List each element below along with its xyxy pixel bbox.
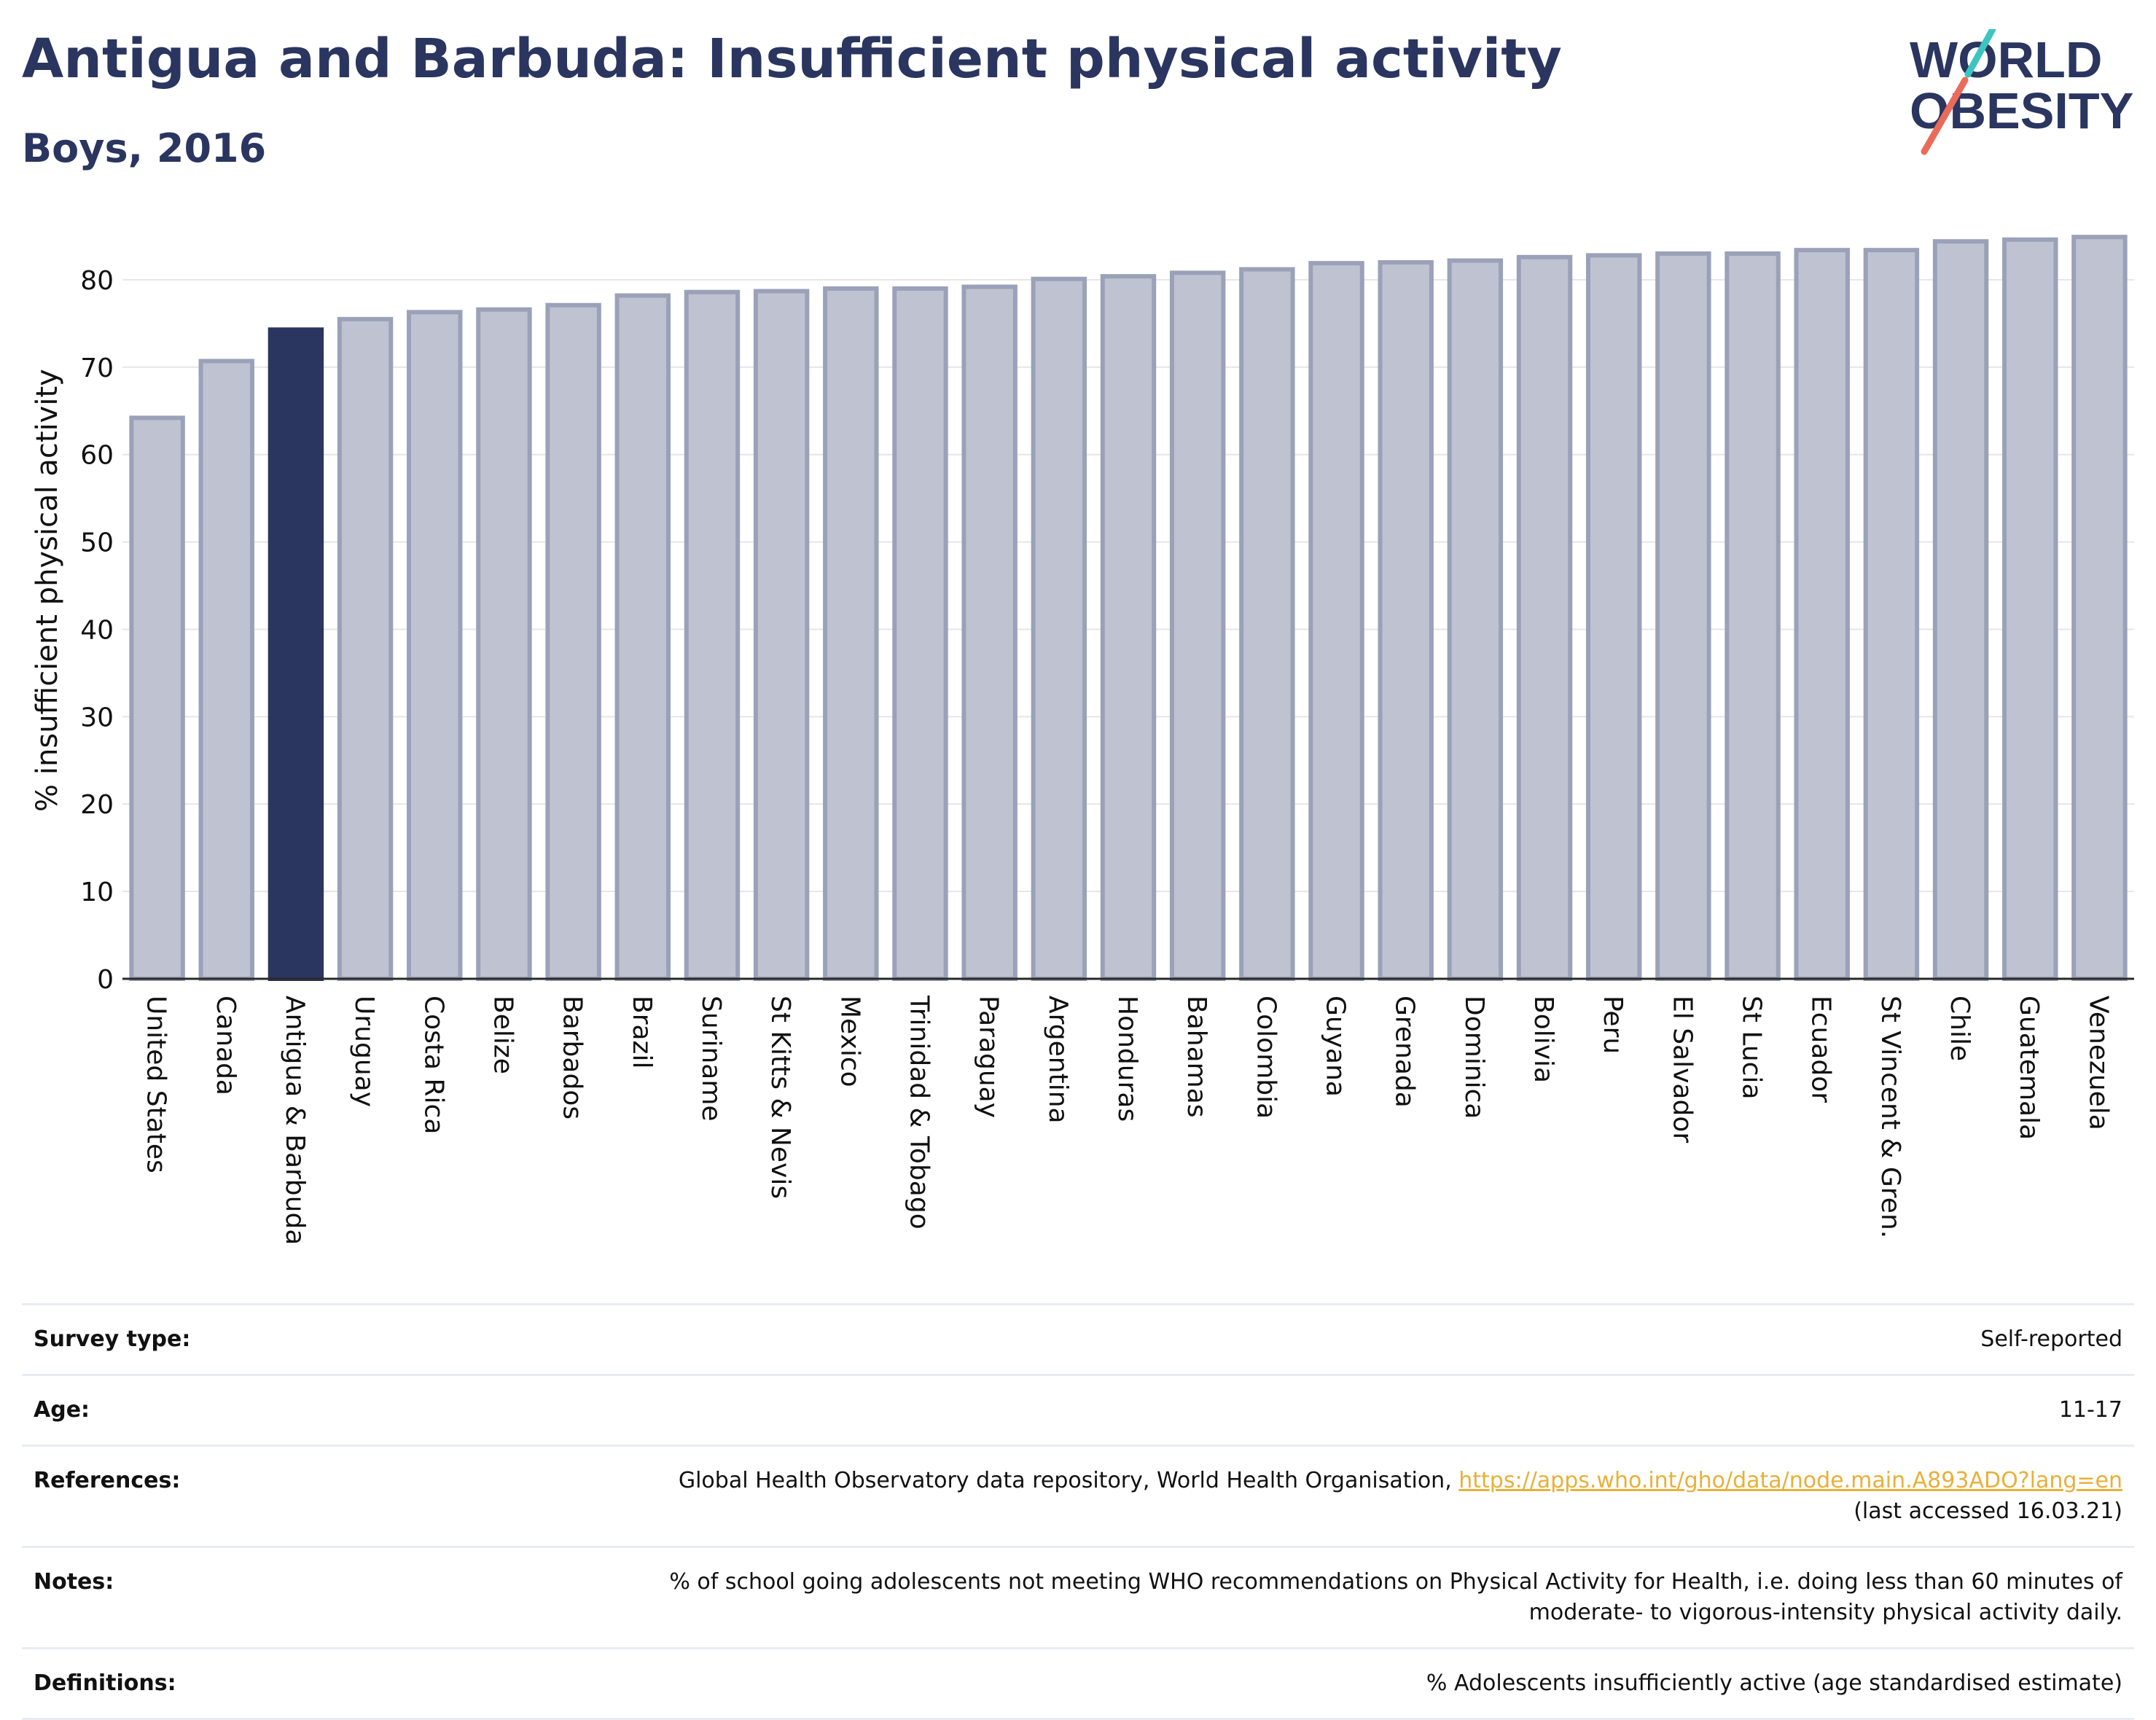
x-tick-label: Mexico xyxy=(835,996,864,1087)
notes-label: Notes: xyxy=(22,1546,351,1649)
x-tick-label: Grenada xyxy=(1390,996,1420,1108)
bar-st-kitts-nevis xyxy=(753,289,810,982)
y-tick-label: 10 xyxy=(80,877,114,907)
x-tick-label: Bolivia xyxy=(1528,996,1558,1083)
chart-subtitle: Boys, 2016 xyxy=(22,125,267,171)
info-table: Survey type: Self-reported Age: 11-17 Re… xyxy=(22,1303,2134,1720)
x-tick-label: Guyana xyxy=(1321,996,1351,1097)
x-tick-label: Canada xyxy=(211,996,241,1095)
world-obesity-logo: WORLD OBESITY xyxy=(1910,29,2133,155)
references-value: Global Health Observatory data repositor… xyxy=(351,1445,2134,1548)
bars xyxy=(129,235,2128,982)
x-tick-label: Barbados xyxy=(558,996,587,1119)
bar-united-states xyxy=(129,415,185,981)
info-row-notes: Notes: % of school going adolescents not… xyxy=(22,1546,2134,1649)
y-axis-title: % insufficient physical activity xyxy=(31,369,64,812)
x-tick-label: El Salvador xyxy=(1667,996,1697,1143)
x-tick-label: Peru xyxy=(1598,996,1628,1054)
y-tick-label: 70 xyxy=(80,353,114,383)
x-tick-label: Venezuela xyxy=(2083,996,2113,1130)
x-tick-label: Argentina xyxy=(1043,996,1073,1124)
logo-slash-coral xyxy=(1921,77,1969,155)
bar-belize xyxy=(476,307,532,981)
x-tick-label: Honduras xyxy=(1112,996,1142,1122)
logo-slash-teal xyxy=(1964,29,1996,78)
definitions-value: % Adolescents insufficiently active (age… xyxy=(351,1647,2134,1720)
bar-mexico xyxy=(823,286,879,982)
y-tick-label: 50 xyxy=(80,528,114,558)
bar-canada xyxy=(198,359,254,981)
x-tick-label: Colombia xyxy=(1251,996,1281,1119)
x-tick-label: Bahamas xyxy=(1181,996,1211,1118)
age-value: 11-17 xyxy=(351,1374,2134,1447)
bar-brazil xyxy=(614,293,671,981)
age-label: Age: xyxy=(22,1374,351,1447)
bar-uruguay xyxy=(337,316,394,982)
info-row-definitions: Definitions: % Adolescents insufficientl… xyxy=(22,1647,2134,1720)
x-tick-label: Dominica xyxy=(1459,996,1489,1119)
definitions-label: Definitions: xyxy=(22,1647,351,1720)
logo-text-world: WORLD xyxy=(1910,31,2102,88)
bar-st-vincent-gren- xyxy=(1863,248,1920,981)
x-tick-label: Brazil xyxy=(627,996,657,1068)
bar-chile xyxy=(1932,239,1989,981)
bar-suriname xyxy=(684,289,741,982)
y-tick-label: 80 xyxy=(80,266,114,296)
info-row-survey-type: Survey type: Self-reported xyxy=(22,1303,2134,1376)
bar-antigua-barbuda xyxy=(267,327,324,981)
y-tick-label: 0 xyxy=(97,965,114,995)
x-tick-label: Costa Rica xyxy=(418,996,448,1134)
bar-honduras xyxy=(1100,274,1157,981)
bar-guatemala xyxy=(2002,237,2058,981)
references-text: Global Health Observatory data repositor… xyxy=(678,1468,1459,1493)
y-tick-label: 30 xyxy=(80,703,114,732)
x-tick-label: St Lucia xyxy=(1737,996,1767,1100)
bar-peru xyxy=(1585,253,1642,981)
x-tick-label: Trinidad & Tobago xyxy=(904,995,934,1230)
references-accessed: (last accessed 16.03.21) xyxy=(1854,1498,2122,1524)
y-tick-label: 40 xyxy=(80,615,114,645)
bar-el-salvador xyxy=(1655,251,1711,981)
bar-dominica xyxy=(1447,258,1504,982)
bar-venezuela xyxy=(2071,235,2128,982)
x-tick-label: Antigua & Barbuda xyxy=(280,996,310,1245)
x-tick-label: Chile xyxy=(1945,996,1975,1061)
bar-bolivia xyxy=(1516,254,1573,981)
bar-guyana xyxy=(1308,261,1364,982)
x-tick-label: Suriname xyxy=(696,996,726,1122)
notes-line-1: % of school going adolescents not meetin… xyxy=(669,1569,2122,1595)
notes-line-2: moderate- to vigorous-intensity physical… xyxy=(1528,1600,2122,1625)
survey-type-label: Survey type: xyxy=(22,1303,351,1376)
survey-type-value: Self-reported xyxy=(351,1303,2134,1376)
bar-grenada xyxy=(1378,259,1434,982)
bar-chart: 0 10 20 30 40 50 60 70 80 United States Canada Ant… xyxy=(31,235,2134,1245)
references-label: References: xyxy=(22,1445,351,1548)
x-tick-label: Paraguay xyxy=(974,996,1004,1118)
y-tick-label: 20 xyxy=(80,790,114,820)
x-tick-label: Ecuador xyxy=(1806,996,1836,1103)
bar-argentina xyxy=(1031,276,1087,981)
info-row-age: Age: 11-17 xyxy=(22,1374,2134,1447)
x-tick-label: St Kitts & Nevis xyxy=(765,996,795,1199)
y-tick-label: 60 xyxy=(80,441,114,471)
x-tick-label: Uruguay xyxy=(349,996,379,1107)
info-row-references: References: Global Health Observatory da… xyxy=(22,1445,2134,1548)
bar-trinidad-tobago xyxy=(892,286,948,982)
x-tick-label: Belize xyxy=(488,996,517,1074)
bar-paraguay xyxy=(961,284,1018,982)
bar-colombia xyxy=(1239,267,1295,981)
notes-value: % of school going adolescents not meetin… xyxy=(351,1546,2134,1649)
x-tick-label: Guatemala xyxy=(2014,996,2044,1140)
bar-bahamas xyxy=(1169,270,1226,981)
bar-costa-rica xyxy=(407,310,463,981)
bar-barbados xyxy=(545,302,601,981)
y-axis-ticks: 0 10 20 30 40 50 60 70 80 xyxy=(80,266,114,995)
x-tick-label: United States xyxy=(141,996,171,1173)
x-tick-label: St Vincent & Gren. xyxy=(1875,996,1905,1238)
x-axis-labels: United States Canada Antigua & Barbuda Urug… xyxy=(141,995,2114,1245)
bar-st-lucia xyxy=(1725,251,1781,981)
references-link[interactable]: https://apps.who.int/gho/data/node.main.… xyxy=(1458,1468,2122,1493)
chart-title: Antigua and Barbuda: Insufficient physic… xyxy=(22,28,1562,90)
bar-ecuador xyxy=(1794,248,1850,981)
